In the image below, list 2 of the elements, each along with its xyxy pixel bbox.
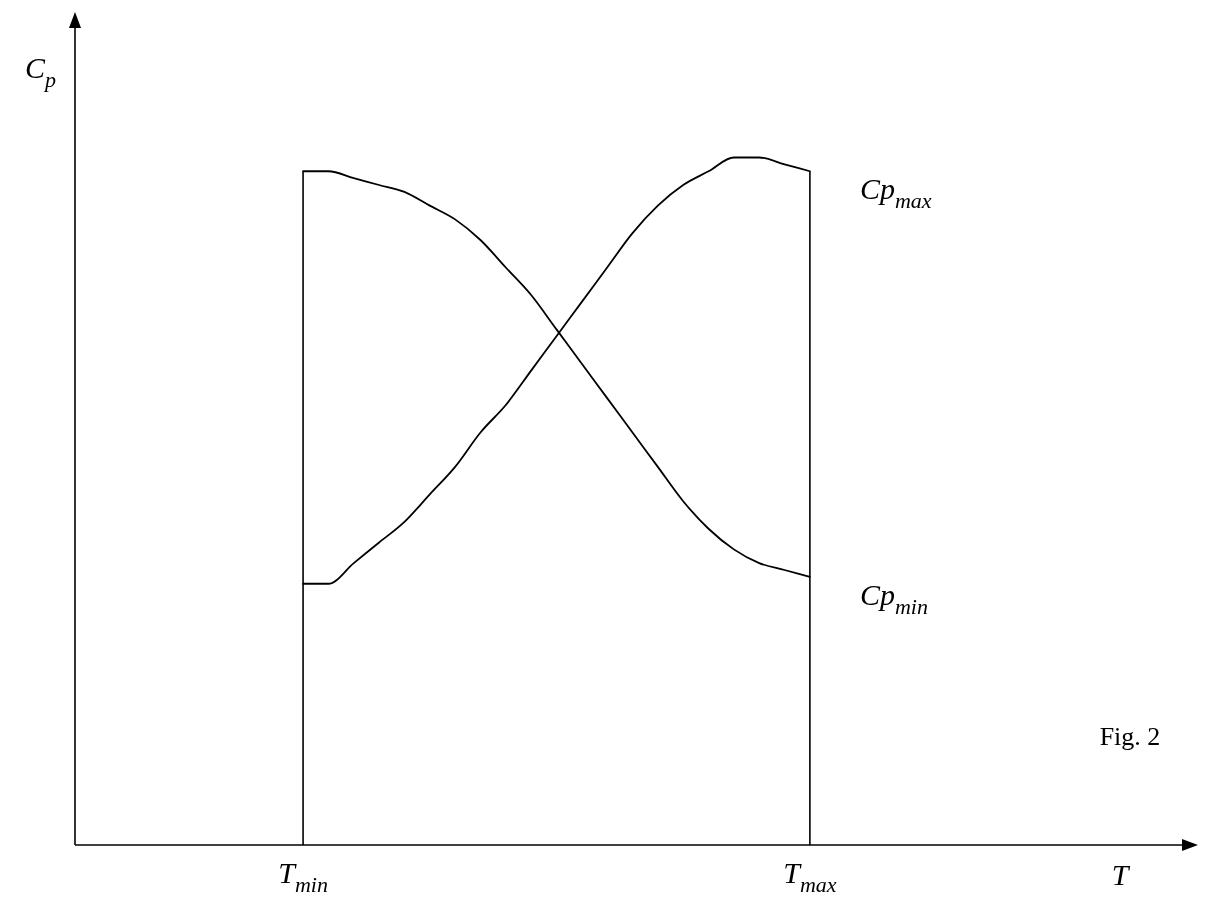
x-axis-title: T [1111, 858, 1131, 891]
annotation: Fig. 2 [1099, 722, 1161, 751]
